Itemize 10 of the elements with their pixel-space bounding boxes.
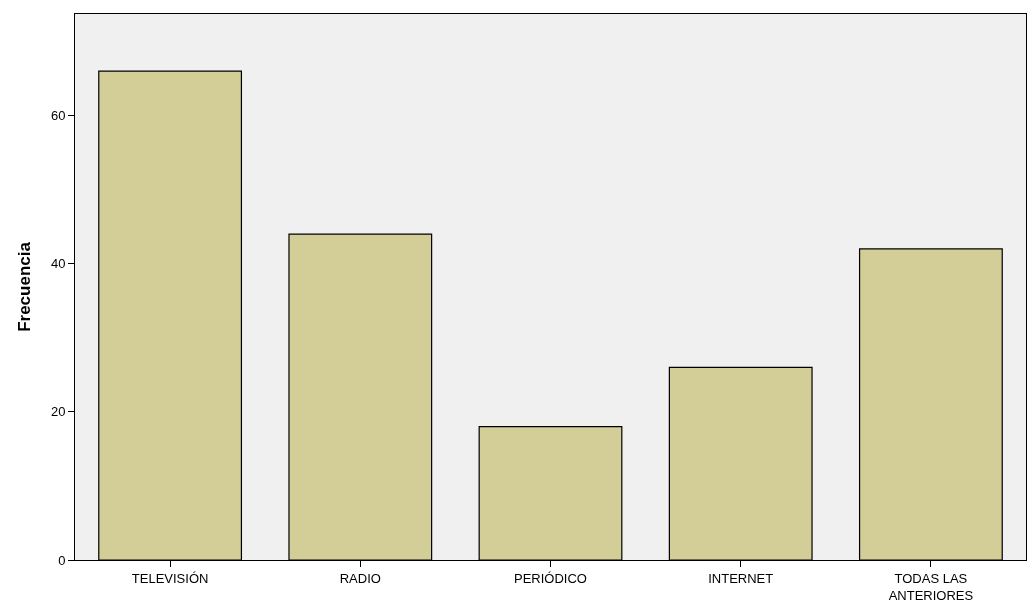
x-tick-label: RADIO xyxy=(339,570,381,586)
x-tick-label: PERIÓDICO xyxy=(514,570,587,586)
x-tick-label: INTERNET xyxy=(708,570,774,586)
y-tick-label: 20 xyxy=(50,404,66,420)
x-tick-label: TELEVISIÓN xyxy=(131,570,209,586)
x-tick-label: TODAS LAS ANTERIORES xyxy=(888,570,974,603)
y-tick-label: 40 xyxy=(50,256,66,272)
y-axis-title: Frecuencia xyxy=(15,241,35,332)
y-tick-label: 60 xyxy=(50,108,66,124)
y-tick-label: 0 xyxy=(58,552,66,568)
